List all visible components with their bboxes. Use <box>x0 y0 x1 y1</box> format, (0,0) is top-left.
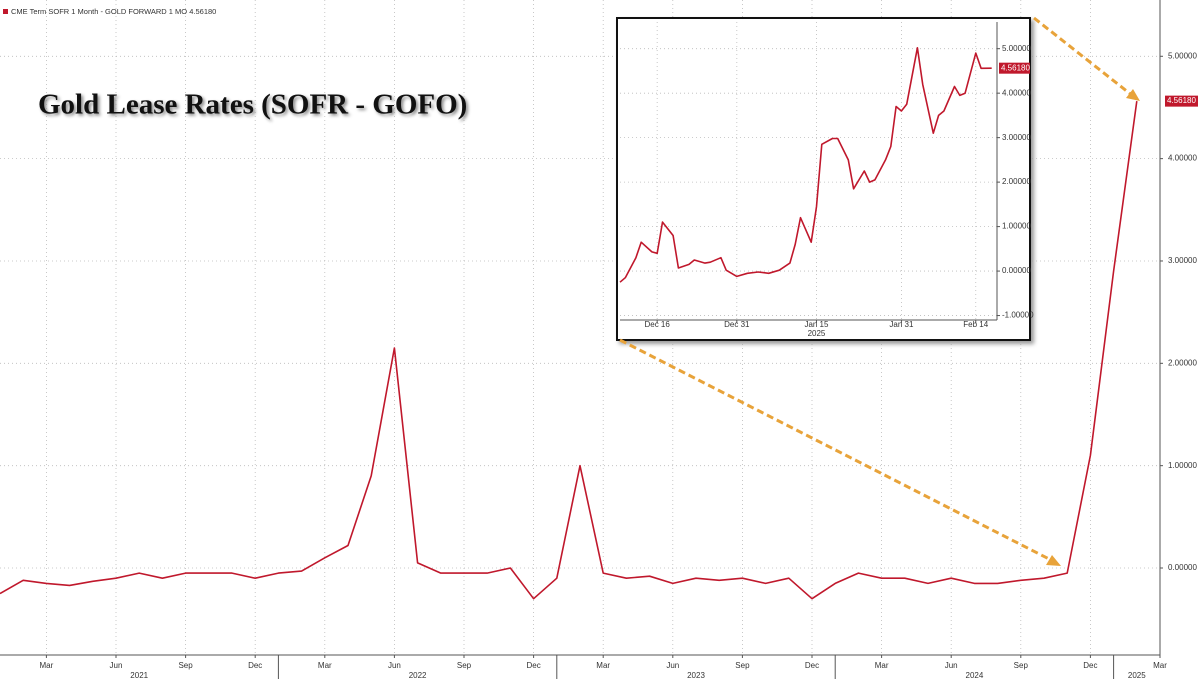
legend-swatch <box>3 9 8 14</box>
arrow-head <box>1046 555 1061 566</box>
inset-chart: -1.00000 0.00000 1.00000 2.00000 3.00000 4.00… <box>619 22 1034 338</box>
chart-title: Gold Lease Rates (SOFR - GOFO) <box>38 89 467 121</box>
y-tick-label: 2.00000 <box>1168 358 1197 367</box>
x-tick-label: Dec <box>248 661 262 670</box>
x-tick-label: Sep <box>457 661 472 670</box>
y-tick-label: 2.00000 <box>1002 177 1031 186</box>
y-tick-label: 5.00000 <box>1002 44 1031 53</box>
y-tick-label: 0.00000 <box>1168 563 1197 572</box>
x-tick-label: Jan 31 <box>889 320 914 329</box>
data-line <box>0 100 1138 600</box>
x-tick-label: Mar <box>596 661 610 670</box>
arrow-head <box>1126 89 1140 101</box>
legend-entry: CME Term SOFR 1 Month - GOLD FORWARD 1 M… <box>11 7 216 16</box>
x-group-label: 2021 <box>130 671 148 679</box>
x-tick-label: Jun <box>945 661 958 670</box>
x-group-label: 2025 <box>1128 671 1146 679</box>
last-value-box <box>1165 95 1198 107</box>
legend-label: CME Term SOFR 1 Month - GOLD FORWARD 1 M… <box>11 7 187 16</box>
x-group-label: 2024 <box>966 671 984 679</box>
last-value-box <box>999 62 1030 74</box>
x-group-label: 2025 <box>808 329 826 338</box>
y-tick-label: 4.00000 <box>1168 154 1197 163</box>
legend-value: 4.56180 <box>189 7 216 16</box>
x-group-label: 2022 <box>409 671 427 679</box>
arrow <box>1033 16 1134 98</box>
x-tick-label: Sep <box>735 661 750 670</box>
last-value-label: 4.56180 <box>1001 63 1030 72</box>
x-tick-label: Dec 31 <box>724 320 750 329</box>
x-tick-label: Mar <box>1153 661 1167 670</box>
last-value-label: 4.56180 <box>1167 96 1196 105</box>
arrow <box>619 338 1054 563</box>
x-tick-label: Dec <box>526 661 540 670</box>
x-tick-label: Dec <box>805 661 819 670</box>
y-tick-label: -1.00000 <box>1002 311 1034 320</box>
x-tick-label: Mar <box>40 661 54 670</box>
x-tick-label: Jun <box>666 661 679 670</box>
data-line <box>619 47 992 283</box>
x-tick-label: Jun <box>110 661 123 670</box>
x-tick-label: Sep <box>178 661 193 670</box>
y-tick-label: 3.00000 <box>1002 133 1031 142</box>
x-tick-label: Mar <box>318 661 332 670</box>
y-tick-label: 1.00000 <box>1002 222 1031 231</box>
x-group-label: 2023 <box>687 671 705 679</box>
y-tick-label: 0.00000 <box>1002 266 1031 275</box>
y-tick-label: 4.00000 <box>1002 88 1031 97</box>
x-tick-label: Feb 14 <box>963 320 988 329</box>
x-tick-label: Dec 16 <box>644 320 670 329</box>
x-tick-label: Dec <box>1083 661 1097 670</box>
x-tick-label: Jan 15 <box>804 320 829 329</box>
zoom-arrows <box>619 16 1140 566</box>
x-tick-label: Jun <box>388 661 401 670</box>
x-tick-label: Mar <box>875 661 889 670</box>
y-tick-label: 1.00000 <box>1168 461 1197 470</box>
y-tick-label: 3.00000 <box>1168 256 1197 265</box>
inset-frame <box>616 17 1031 341</box>
y-tick-label: 5.00000 <box>1168 51 1197 60</box>
x-tick-label: Sep <box>1014 661 1029 670</box>
